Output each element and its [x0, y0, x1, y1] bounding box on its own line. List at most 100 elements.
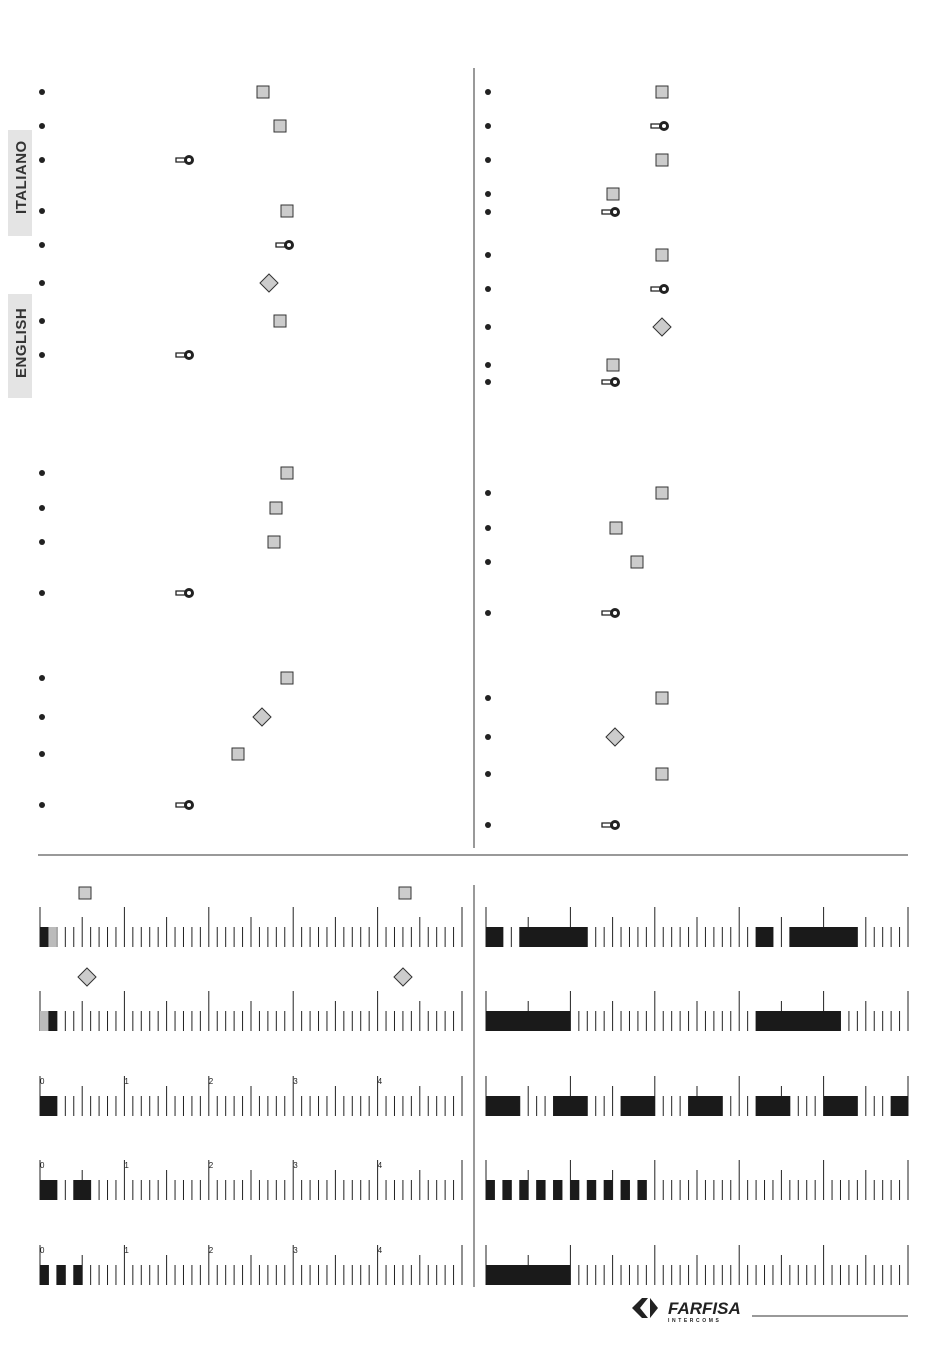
timeline-bar	[40, 1011, 49, 1031]
timeline-bar	[553, 1180, 562, 1200]
button-icon	[273, 314, 287, 328]
key-icon	[613, 823, 617, 827]
side-tab: ENGLISH	[13, 308, 30, 378]
bullet	[39, 590, 45, 596]
bullet	[39, 208, 45, 214]
timeline-label: 2	[209, 1077, 214, 1086]
diamond-icon	[77, 967, 97, 987]
timeline-label: 0	[40, 1077, 45, 1086]
side-tab: ITALIANO	[13, 140, 30, 214]
timeline-bar	[621, 1096, 655, 1116]
bullet	[485, 610, 491, 616]
bullet	[39, 280, 45, 286]
bullet	[39, 675, 45, 681]
bullet	[485, 324, 491, 330]
timeline-bar	[502, 1180, 512, 1200]
tab-bg	[8, 294, 32, 398]
timeline-label: 0	[40, 1161, 45, 1170]
button-icon	[606, 187, 620, 201]
key-icon	[601, 209, 612, 215]
bullet	[39, 242, 45, 248]
timeline-bar	[789, 927, 858, 947]
timeline-bar	[40, 1096, 57, 1116]
timeline-bar	[519, 1180, 529, 1200]
button-icon	[655, 85, 669, 99]
diamond-icon	[393, 967, 413, 987]
bullet	[485, 771, 491, 777]
button-icon	[273, 119, 287, 133]
timeline-bar	[823, 1096, 858, 1116]
key-icon	[613, 210, 617, 214]
button-icon	[280, 204, 294, 218]
button-icon	[256, 85, 270, 99]
key-icon	[601, 379, 612, 385]
diamond-icon	[259, 273, 279, 293]
bullet	[485, 695, 491, 701]
logo-name: FARFISA	[668, 1299, 741, 1318]
bullet	[485, 362, 491, 368]
key-icon	[662, 124, 666, 128]
timeline-bar	[891, 1096, 908, 1116]
bullet	[485, 490, 491, 496]
timeline-bar	[56, 1265, 66, 1285]
timeline-bar	[40, 1180, 57, 1200]
bullet	[39, 157, 45, 163]
bullet	[485, 525, 491, 531]
bullet	[39, 505, 45, 511]
button-icon	[655, 691, 669, 705]
key-icon	[287, 243, 291, 247]
timeline-bar	[486, 1265, 571, 1285]
timeline-bar	[40, 1265, 49, 1285]
bullet	[485, 252, 491, 258]
button-icon	[398, 886, 412, 900]
timeline-label: 4	[378, 1161, 383, 1170]
button-icon	[655, 767, 669, 781]
timeline-label: 1	[124, 1077, 129, 1086]
timeline-label: 1	[124, 1161, 129, 1170]
key-icon	[613, 611, 617, 615]
key-icon	[601, 610, 612, 616]
button-icon	[606, 358, 620, 372]
bullet	[485, 123, 491, 129]
timeline-bar	[756, 1096, 790, 1116]
timeline-bar	[486, 1096, 520, 1116]
bullet	[485, 734, 491, 740]
bullet	[39, 318, 45, 324]
timeline-label: 3	[293, 1077, 298, 1086]
key-icon	[175, 352, 186, 358]
key-icon	[187, 591, 191, 595]
timeline-label: 0	[40, 1246, 45, 1255]
key-icon	[650, 286, 661, 292]
timeline-label: 2	[209, 1246, 214, 1255]
bullet	[39, 352, 45, 358]
key-icon	[175, 590, 186, 596]
button-icon	[231, 747, 245, 761]
bullet	[39, 89, 45, 95]
timeline-label: 2	[209, 1161, 214, 1170]
key-icon	[275, 242, 286, 248]
key-icon	[187, 353, 191, 357]
timeline-bar	[519, 927, 588, 947]
bullet	[485, 286, 491, 292]
timeline-bar	[587, 1180, 596, 1200]
key-icon	[175, 157, 186, 163]
button-icon	[655, 248, 669, 262]
diamond-icon	[605, 727, 625, 747]
timeline-bar	[486, 1180, 495, 1200]
timeline-bar	[73, 1180, 91, 1200]
bullet	[39, 470, 45, 476]
bullet	[485, 822, 491, 828]
bullet	[39, 714, 45, 720]
key-icon	[175, 802, 186, 808]
button-icon	[78, 886, 92, 900]
key-icon	[613, 380, 617, 384]
timeline-bar	[73, 1265, 83, 1285]
tab-bg	[8, 130, 32, 236]
timeline-bar	[486, 1011, 571, 1031]
timeline-bar	[553, 1096, 588, 1116]
bullet	[39, 751, 45, 757]
bullet	[485, 559, 491, 565]
timeline-bar	[637, 1180, 647, 1200]
logo-tagline: INTERCOMS	[668, 1318, 721, 1324]
